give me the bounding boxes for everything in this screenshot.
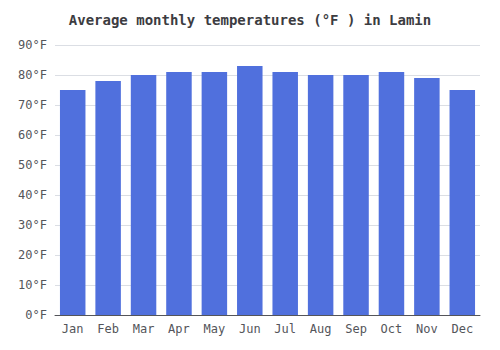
svg-text:May: May [204, 322, 226, 336]
svg-text:60°F: 60°F [18, 128, 47, 142]
svg-text:70°F: 70°F [18, 98, 47, 112]
svg-text:90°F: 90°F [18, 38, 47, 52]
svg-text:Jun: Jun [239, 322, 261, 336]
svg-text:Sep: Sep [345, 322, 367, 336]
svg-text:10°F: 10°F [18, 278, 47, 292]
svg-text:40°F: 40°F [18, 188, 47, 202]
svg-text:Apr: Apr [168, 322, 190, 336]
svg-text:0°F: 0°F [25, 308, 47, 322]
svg-text:Nov: Nov [416, 322, 438, 336]
svg-text:Feb: Feb [97, 322, 119, 336]
svg-text:Mar: Mar [133, 322, 155, 336]
svg-text:Jan: Jan [62, 322, 84, 336]
svg-text:Average monthly temperatures (: Average monthly temperatures (°F ) in La… [69, 12, 431, 28]
svg-text:Jul: Jul [274, 322, 296, 336]
svg-text:80°F: 80°F [18, 68, 47, 82]
svg-text:Dec: Dec [451, 322, 473, 336]
svg-text:20°F: 20°F [18, 248, 47, 262]
svg-text:Aug: Aug [310, 322, 332, 336]
svg-text:Oct: Oct [381, 322, 403, 336]
svg-text:30°F: 30°F [18, 218, 47, 232]
svg-text:50°F: 50°F [18, 158, 47, 172]
